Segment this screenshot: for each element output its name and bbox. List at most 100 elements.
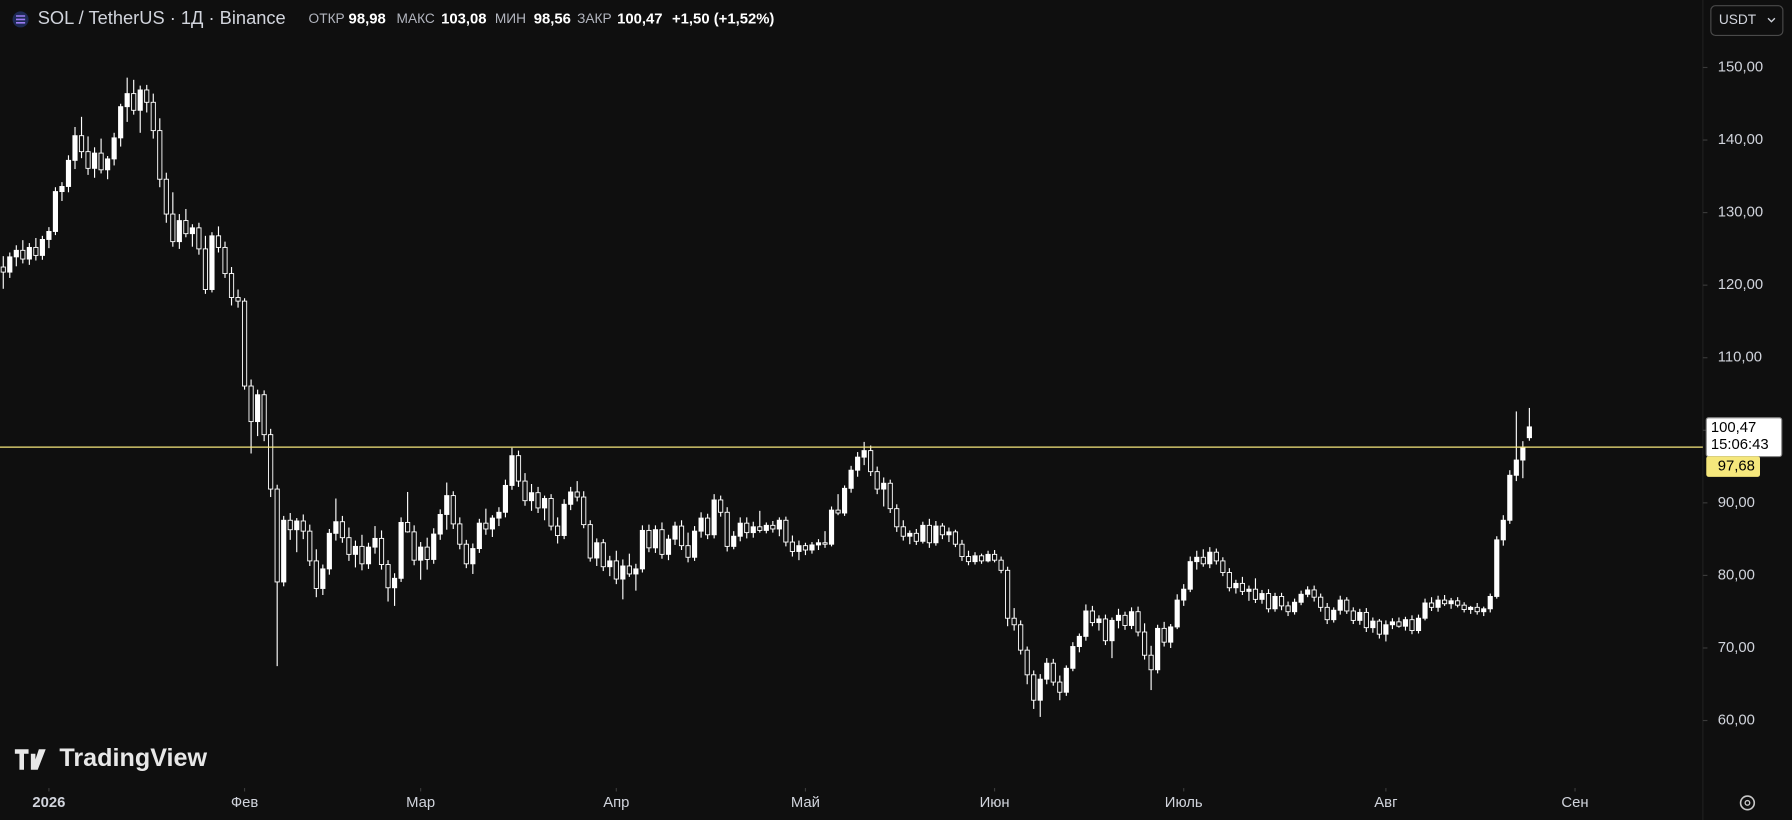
candle-body <box>20 249 26 260</box>
chart-title: SOL / TetherUS · 1Д · Binance <box>38 7 286 28</box>
candle-body <box>111 137 117 160</box>
candle-body <box>646 529 652 549</box>
candle-body <box>535 492 541 509</box>
candle-body <box>1324 606 1330 621</box>
candle-body <box>718 499 724 513</box>
candle-body <box>926 524 932 544</box>
candle-body <box>1448 600 1454 605</box>
candle-body <box>248 385 254 423</box>
ohlc-value: 100,47 <box>617 11 662 27</box>
candle-body <box>46 231 52 240</box>
candle-body <box>1389 621 1395 626</box>
y-tick-label: 150,00 <box>1718 59 1763 75</box>
candle-body <box>1128 611 1135 626</box>
candle-body <box>209 235 215 290</box>
candle-body <box>1481 608 1487 613</box>
candle-body <box>665 538 672 555</box>
candle-body <box>1311 589 1317 598</box>
candle-body <box>502 484 509 513</box>
candle-body <box>724 511 730 547</box>
ohlc-label: ЗАКР <box>577 11 612 26</box>
candle-body <box>150 101 156 132</box>
candle-body <box>1213 551 1219 562</box>
candle-body <box>698 517 704 532</box>
x-tick-label: Мар <box>406 795 435 811</box>
candle-body <box>998 559 1004 571</box>
candle-body <box>946 531 952 536</box>
chevron[interactable] <box>1767 17 1776 23</box>
candle-body <box>776 519 782 530</box>
candle-body <box>268 434 274 490</box>
candle-body <box>333 521 339 534</box>
candle-body <box>933 525 939 544</box>
x-tick-label: Апр <box>603 795 629 811</box>
candle-body <box>861 450 867 458</box>
candle-body <box>1363 611 1369 629</box>
candle-body <box>183 220 189 235</box>
candle-body <box>131 93 137 111</box>
candle-body <box>581 496 587 526</box>
candle-body <box>98 152 104 171</box>
candle-body <box>189 227 195 235</box>
watermark: TradingView <box>14 744 207 772</box>
candle-body <box>85 151 91 169</box>
ohlc-label: МИН <box>495 11 526 26</box>
candle-body <box>626 565 632 575</box>
tv-logo <box>14 749 46 770</box>
candle-body <box>992 553 998 561</box>
candle-body <box>900 526 906 537</box>
candle-body <box>1076 635 1082 647</box>
candle-body <box>1318 596 1324 608</box>
candle-body <box>587 524 593 559</box>
candle-body <box>202 248 209 290</box>
candle-body <box>424 546 430 560</box>
candle-body <box>496 511 502 519</box>
candle-body <box>339 521 345 539</box>
candle-body <box>1057 681 1063 693</box>
candle-body <box>437 514 443 535</box>
candle-body <box>476 522 482 550</box>
y-tick-label: 110,00 <box>1718 350 1762 366</box>
currency-button-frame[interactable] <box>1710 5 1784 36</box>
candle-body <box>522 480 528 502</box>
settings-icon[interactable] <box>1739 795 1756 811</box>
candle-body <box>1194 556 1200 563</box>
candle-body <box>176 220 182 243</box>
candle-body <box>1115 614 1122 621</box>
candle-body <box>978 555 985 562</box>
candle-body <box>952 531 959 545</box>
ohlc-value: 103,08 <box>441 11 486 27</box>
candle-body <box>170 213 176 243</box>
candle-body <box>1037 678 1043 701</box>
candle-body <box>1344 599 1350 612</box>
candle-body <box>1526 426 1532 439</box>
candle-body <box>1428 602 1435 608</box>
candle-body <box>555 525 561 536</box>
candle-body <box>659 529 665 555</box>
candle-body <box>881 482 887 490</box>
candle-body <box>750 526 756 534</box>
candle-body <box>33 246 39 256</box>
currency-label[interactable]: USDT <box>1719 12 1757 27</box>
candle-body <box>887 482 893 510</box>
currency-button[interactable]: USDT <box>1710 5 1784 36</box>
candle-body <box>1442 599 1448 605</box>
candle-body <box>815 542 822 546</box>
candle-body <box>1468 606 1474 610</box>
candle-body <box>463 543 469 565</box>
candle-body <box>1507 474 1513 521</box>
candle-body <box>52 191 59 232</box>
x-tick-label: Июн <box>980 795 1010 811</box>
candle-body <box>835 509 841 514</box>
y-tick-label: 80,00 <box>1718 567 1755 583</box>
candle-body <box>222 246 228 275</box>
candle-body <box>1357 611 1363 621</box>
candle-body <box>228 273 235 298</box>
candle-body <box>828 509 835 545</box>
candle-body <box>692 530 698 558</box>
candle-body <box>1142 631 1148 656</box>
candle-body <box>1050 662 1056 683</box>
candle-body <box>1220 560 1226 573</box>
